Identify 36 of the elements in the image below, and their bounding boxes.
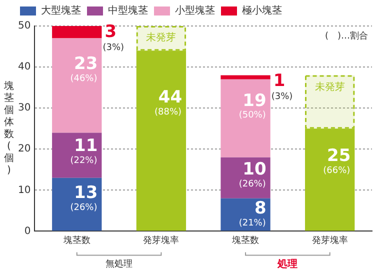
data-label: 23 (46%) bbox=[70, 54, 98, 84]
text: 未発芽 bbox=[146, 32, 176, 44]
x-tick-label: 発芽塊率 bbox=[312, 234, 348, 246]
series-label: 未発芽 bbox=[314, 80, 345, 93]
text: 無処理 bbox=[106, 258, 133, 270]
bar bbox=[52, 132, 102, 178]
y-tick-label: 50 bbox=[18, 20, 31, 32]
y-tick-label: 40 bbox=[18, 62, 31, 73]
legend-label: 小型塊茎 bbox=[175, 4, 215, 17]
data-label: 19 (50%) bbox=[238, 90, 266, 121]
y-axis-title: 塊茎個体数(個) bbox=[3, 80, 14, 176]
x-tick-label: 塊茎数 bbox=[231, 234, 260, 246]
y-tick-label: 30 bbox=[18, 102, 31, 114]
data-label: 10 (26%) bbox=[238, 160, 267, 190]
data-label: 44 (88%) bbox=[154, 88, 182, 118]
y-tick-label: 20 bbox=[18, 144, 31, 155]
data-label: 3 (3%) bbox=[102, 22, 124, 53]
bar bbox=[52, 38, 102, 133]
annotation: ( )…割合 bbox=[324, 30, 368, 42]
y-tick-label: 0 bbox=[24, 226, 31, 237]
legend-label: 大型塊茎 bbox=[41, 4, 81, 17]
legend-label: 極小塊茎 bbox=[242, 4, 282, 17]
x-tick-label: 塊茎数 bbox=[62, 234, 90, 246]
data-label: 11 (22%) bbox=[70, 136, 98, 166]
bar bbox=[220, 79, 270, 158]
data-label: 8 (21%) bbox=[238, 198, 266, 228]
legend-label: 中型塊茎 bbox=[108, 4, 148, 17]
data-label: 1 (3%) bbox=[271, 71, 293, 102]
bar bbox=[52, 178, 102, 231]
x-tick-label: 発芽塊率 bbox=[143, 234, 180, 246]
bar bbox=[52, 26, 102, 38]
data-label: 13 (26%) bbox=[70, 182, 98, 213]
text: 処理 bbox=[276, 258, 298, 270]
y-tick-label: 10 bbox=[18, 184, 31, 196]
bar bbox=[220, 75, 270, 80]
data-label: 25 (66%) bbox=[323, 146, 351, 176]
